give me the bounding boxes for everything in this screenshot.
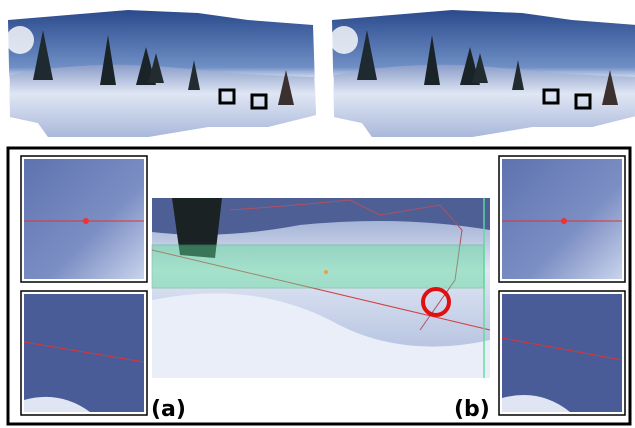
inset-top-left — [20, 155, 148, 283]
label-a: (a) — [151, 397, 186, 422]
label-b: (b) — [454, 397, 490, 422]
inset-bottom-right — [498, 290, 626, 416]
panorama-right — [328, 8, 635, 139]
inset-top-right — [498, 155, 626, 283]
inset-bottom-left — [20, 290, 148, 416]
center-image — [151, 198, 491, 378]
panorama-left — [4, 8, 318, 139]
